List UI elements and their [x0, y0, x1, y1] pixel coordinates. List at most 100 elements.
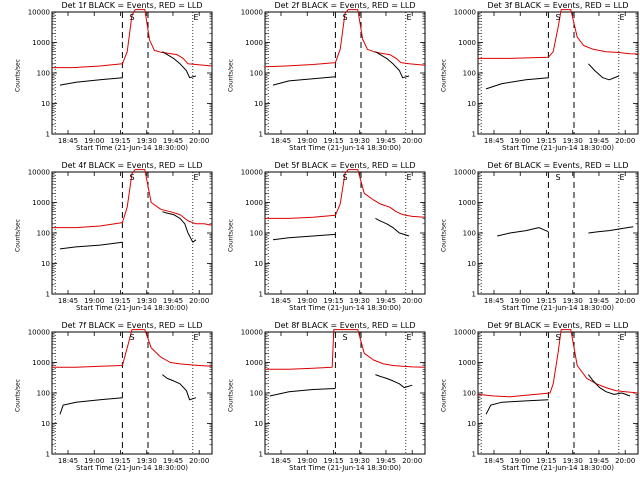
plot-frame	[264, 331, 426, 455]
start-marker: S	[555, 173, 560, 182]
y-tick-label: 100	[37, 230, 50, 238]
end-marker: E	[406, 13, 411, 22]
x-tick-label: 19:45	[163, 137, 183, 145]
y-tick-label: 1000	[458, 359, 476, 367]
x-axis-label: Start Time (21-Jun-14 18:30:00)	[289, 464, 401, 472]
panel-title: Det 6f BLACK = Events, RED = LLD	[487, 161, 629, 170]
y-tick-label: 1	[472, 451, 476, 459]
x-tick-label: 19:45	[589, 297, 609, 305]
chart-plot: 1 10 100 1000 10000 18:45 19:00 19:15 19:30 19:45…	[241, 169, 426, 305]
start-marker: S	[342, 13, 347, 22]
events-series-line	[485, 374, 631, 415]
x-tick-label: 19:30	[137, 137, 157, 145]
y-tick-label: 10000	[28, 329, 50, 337]
end-marker: E	[619, 333, 624, 342]
x-axis-label: Start Time (21-Jun-14 18:30:00)	[502, 464, 614, 472]
x-tick-label: 19:15	[323, 457, 343, 465]
start-marker: S	[129, 13, 134, 22]
x-tick-label: 18:45	[58, 137, 78, 145]
x-tick-label: 19:15	[536, 457, 556, 465]
detector-panel: Det 2f BLACK = Events, RED = LLD Counts/s…	[213, 0, 426, 160]
y-tick-label: 100	[250, 230, 263, 238]
chart-plot: 1 10 100 1000 10000 18:45 19:00 19:15 19:30 19:45…	[28, 9, 213, 145]
start-marker: S	[129, 173, 134, 182]
x-tick-label: 18:45	[271, 297, 291, 305]
end-marker: E	[193, 333, 198, 342]
y-tick-label: 1000	[245, 359, 263, 367]
y-tick-label: 100	[463, 230, 476, 238]
x-tick-label: 19:30	[563, 137, 583, 145]
x-tick-label: 19:15	[110, 457, 130, 465]
end-marker: E	[193, 13, 198, 22]
chart-plot: 1 10 100 1000 10000 18:45 19:00 19:15 19:30 19:45…	[241, 329, 426, 465]
y-tick-label: 1	[46, 291, 50, 299]
x-axis-label: Start Time (21-Jun-14 18:30:00)	[76, 464, 188, 472]
x-tick-label: 19:30	[350, 457, 370, 465]
x-tick-label: 19:30	[563, 457, 583, 465]
x-tick-label: 20:00	[402, 457, 422, 465]
y-tick-label: 10000	[241, 169, 263, 177]
y-tick-label: 10	[41, 260, 50, 268]
panel-title: Det 3f BLACK = Events, RED = LLD	[487, 1, 629, 10]
x-tick-label: 20:00	[615, 137, 635, 145]
end-marker: E	[406, 333, 411, 342]
panel-title: Det 2f BLACK = Events, RED = LLD	[274, 1, 416, 10]
x-tick-label: 19:30	[350, 137, 370, 145]
lld-series-line	[477, 329, 639, 398]
y-tick-label: 1	[259, 131, 263, 139]
x-axis-label: Start Time (21-Jun-14 18:30:00)	[289, 144, 401, 152]
x-tick-label: 19:00	[510, 137, 530, 145]
y-tick-label: 10	[467, 420, 476, 428]
chart-plot: 1 10 100 1000 10000 18:45 19:00 19:15 19:30 19:45…	[454, 329, 639, 465]
x-axis-label: Start Time (21-Jun-14 18:30:00)	[76, 304, 188, 312]
lld-series-line	[265, 169, 426, 219]
y-tick-label: 10	[467, 260, 476, 268]
chart-plot: 1 10 100 1000 10000 18:45 19:00 19:15 19:30 19:45…	[454, 169, 639, 305]
detector-panel: Det 4f BLACK = Events, RED = LLD Counts/s…	[0, 160, 213, 320]
x-tick-label: 18:45	[484, 457, 504, 465]
x-tick-label: 19:45	[376, 297, 396, 305]
x-tick-label: 19:30	[137, 457, 157, 465]
y-tick-label: 1000	[245, 199, 263, 207]
y-tick-label: 10	[254, 260, 263, 268]
end-marker: E	[406, 173, 411, 182]
x-tick-label: 19:15	[323, 137, 343, 145]
y-tick-label: 100	[250, 390, 263, 398]
y-tick-label: 10000	[28, 169, 50, 177]
detector-panel: Det 6f BLACK = Events, RED = LLD Counts/s…	[426, 160, 639, 320]
panel-title: Det 4f BLACK = Events, RED = LLD	[61, 161, 203, 170]
end-marker: E	[193, 173, 198, 182]
lld-series-line	[52, 9, 213, 69]
x-tick-label: 19:45	[163, 457, 183, 465]
start-marker: S	[555, 13, 560, 22]
lld-series-line	[52, 169, 213, 229]
x-tick-label: 20:00	[402, 137, 422, 145]
lld-series-line	[52, 329, 213, 368]
events-series-line	[269, 374, 413, 397]
y-tick-label: 10000	[241, 9, 263, 17]
x-tick-label: 20:00	[402, 297, 422, 305]
x-tick-label: 19:00	[84, 457, 104, 465]
y-tick-label: 10000	[28, 9, 50, 17]
y-tick-label: 10	[467, 100, 476, 108]
y-tick-label: 10000	[241, 329, 263, 337]
panel-title: Det 7f BLACK = Events, RED = LLD	[61, 321, 203, 330]
x-tick-label: 19:30	[137, 297, 157, 305]
y-tick-label: 1000	[32, 199, 50, 207]
y-tick-label: 100	[463, 70, 476, 78]
y-tick-label: 10	[254, 100, 263, 108]
y-tick-label: 1000	[32, 39, 50, 47]
y-tick-label: 100	[37, 70, 50, 78]
x-tick-label: 18:45	[484, 297, 504, 305]
x-tick-label: 20:00	[615, 457, 635, 465]
chart-plot: 1 10 100 1000 10000 18:45 19:00 19:15 19:30 19:45…	[28, 329, 213, 465]
x-tick-label: 18:45	[271, 137, 291, 145]
x-tick-label: 19:30	[563, 297, 583, 305]
lld-series-line	[264, 9, 426, 68]
x-tick-label: 19:00	[510, 297, 530, 305]
x-tick-label: 18:45	[484, 137, 504, 145]
y-tick-label: 1	[46, 451, 50, 459]
x-tick-label: 19:00	[84, 137, 104, 145]
lld-series-line	[265, 329, 426, 370]
